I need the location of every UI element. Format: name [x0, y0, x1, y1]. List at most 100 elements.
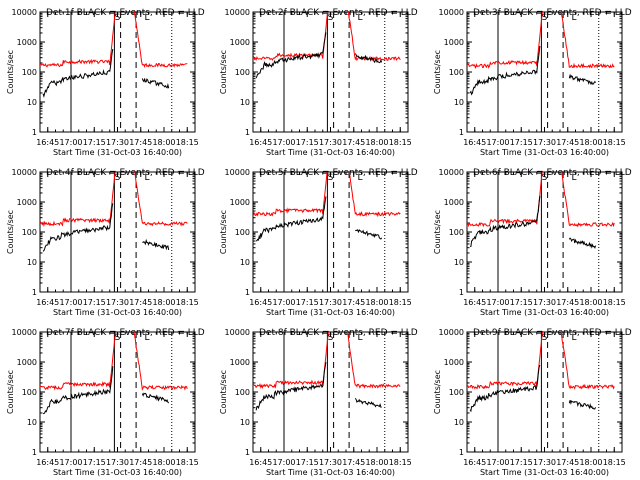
y-tick-label: 10000 [225, 328, 250, 337]
plot-area [253, 332, 401, 411]
panel-9: Det 9f BLACK = Events, RED = LLD11010010… [433, 328, 632, 477]
x-axis-label: Start Time (31-Oct-03 16:40:00) [480, 308, 609, 317]
marker-l: L [357, 173, 362, 183]
y-tick-label: 1 [459, 128, 464, 137]
events-series-line [255, 32, 327, 79]
x-tick-label: 17:00 [272, 138, 295, 147]
y-tick-label: 1 [459, 288, 464, 297]
x-tick-label: 17:15 [83, 458, 106, 467]
panel-1: Det 1f BLACK = Events, RED = LLD11010010… [6, 8, 205, 157]
x-axis-label: Start Time (31-Oct-03 16:40:00) [53, 468, 182, 477]
y-tick-label: 10 [27, 418, 37, 427]
marker-l: L [144, 173, 149, 183]
lld-series-line [467, 332, 615, 390]
marker-l: L [144, 13, 149, 23]
y-tick-label: 1 [245, 128, 250, 137]
plot-area [40, 332, 188, 415]
x-axis-label: Start Time (31-Oct-03 16:40:00) [53, 148, 182, 157]
x-tick-label: 17:30 [106, 298, 129, 307]
y-tick-label: 1000 [230, 38, 250, 47]
x-tick-label: 17:00 [486, 138, 509, 147]
marker-s: S [328, 13, 334, 23]
plot-area [40, 172, 188, 252]
events-series-line [255, 362, 327, 411]
y-tick-label: 1000 [17, 198, 37, 207]
y-tick-label: 1000 [17, 38, 37, 47]
events-series-line-post [141, 392, 170, 404]
events-series-line-post [354, 229, 383, 240]
y-tick-label: 100 [235, 68, 250, 77]
events-series-line-post [354, 397, 382, 408]
y-axis-label: Counts/sec [6, 50, 15, 94]
y-tick-label: 1000 [230, 198, 250, 207]
x-tick-label: 17:45 [129, 138, 152, 147]
y-tick-label: 10 [454, 258, 464, 267]
x-tick-label: 18:00 [365, 298, 388, 307]
y-tick-label: 10 [240, 98, 250, 107]
x-tick-label: 16:45 [463, 458, 486, 467]
marker-l: L [571, 173, 576, 183]
x-tick-label: 17:00 [59, 458, 82, 467]
plot-area [467, 172, 615, 249]
events-series-line-post [354, 53, 383, 64]
marker-l: L [571, 333, 576, 343]
x-tick-label: 17:15 [510, 138, 533, 147]
y-tick-label: 10 [240, 258, 250, 267]
x-tick-label: 16:45 [463, 138, 486, 147]
y-tick-label: 100 [22, 228, 37, 237]
lld-series-line [40, 12, 188, 68]
x-tick-label: 18:15 [176, 458, 199, 467]
y-tick-label: 100 [22, 388, 37, 397]
panel-5: Det 5f BLACK = Events, RED = LLD11010010… [219, 168, 418, 317]
y-tick-label: 10000 [225, 8, 250, 17]
x-tick-label: 18:00 [365, 458, 388, 467]
events-series-line-post [568, 73, 597, 86]
x-axis-label: Start Time (31-Oct-03 16:40:00) [480, 468, 609, 477]
lld-series-line [40, 332, 188, 391]
x-tick-label: 16:45 [249, 138, 272, 147]
lld-series-line [467, 12, 615, 70]
y-tick-label: 1000 [444, 198, 464, 207]
y-tick-label: 1 [32, 128, 37, 137]
y-tick-label: 100 [449, 228, 464, 237]
panel-7: Det 7f BLACK = Events, RED = LLD11010010… [6, 328, 205, 477]
y-axis-label: Counts/sec [433, 50, 442, 94]
x-tick-label: 18:15 [603, 298, 626, 307]
x-tick-label: 17:30 [106, 138, 129, 147]
marker-l: L [571, 13, 576, 23]
events-series-line [42, 366, 114, 415]
events-series-line-post [568, 399, 597, 410]
marker-l: L [357, 13, 362, 23]
x-tick-label: 18:15 [389, 298, 412, 307]
x-tick-label: 17:00 [272, 298, 295, 307]
x-tick-label: 17:00 [272, 458, 295, 467]
plot-area [467, 12, 615, 96]
events-series-line-post [141, 78, 170, 89]
y-tick-label: 10 [27, 98, 37, 107]
x-axis-label: Start Time (31-Oct-03 16:40:00) [266, 468, 395, 477]
x-tick-label: 17:00 [59, 138, 82, 147]
x-tick-label: 18:15 [603, 138, 626, 147]
x-tick-label: 18:15 [176, 138, 199, 147]
x-tick-label: 17:00 [486, 458, 509, 467]
x-tick-label: 17:45 [342, 138, 365, 147]
y-tick-label: 10000 [439, 168, 464, 177]
y-tick-label: 100 [235, 388, 250, 397]
plot-area [253, 172, 401, 242]
lld-series-line [253, 12, 401, 62]
events-series-line [42, 203, 114, 252]
x-tick-label: 17:15 [510, 298, 533, 307]
x-tick-label: 18:00 [152, 298, 175, 307]
y-tick-label: 10 [240, 418, 250, 427]
panel-2: Det 2f BLACK = Events, RED = LLD11010010… [219, 8, 418, 157]
y-tick-label: 10000 [439, 8, 464, 17]
lld-series-line [467, 172, 615, 228]
x-axis-label: Start Time (31-Oct-03 16:40:00) [266, 308, 395, 317]
y-tick-label: 1000 [444, 358, 464, 367]
marker-s: S [328, 333, 334, 343]
x-tick-label: 17:30 [319, 138, 342, 147]
x-tick-label: 17:30 [533, 458, 556, 467]
x-tick-label: 18:00 [152, 138, 175, 147]
x-tick-label: 17:45 [556, 458, 579, 467]
